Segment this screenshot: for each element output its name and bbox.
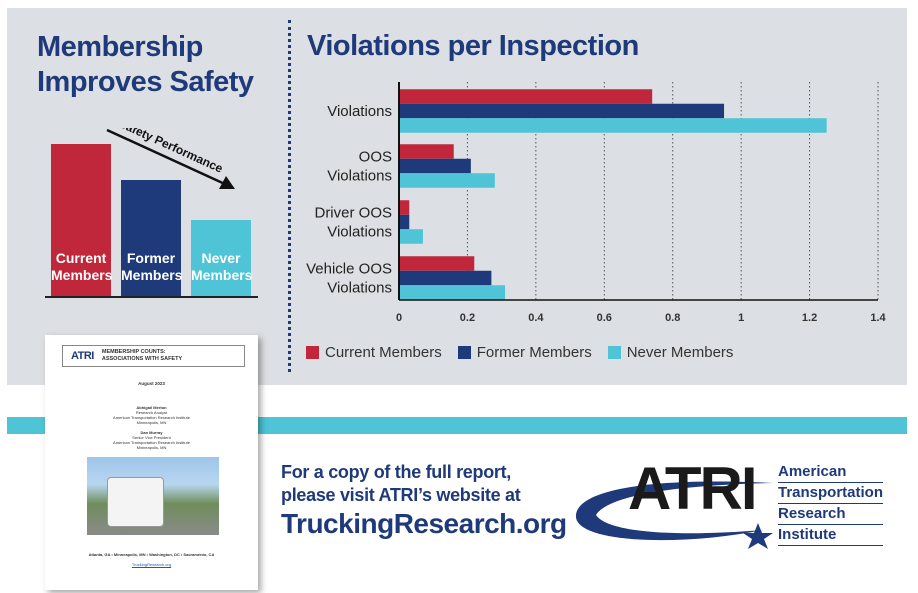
bar xyxy=(399,270,492,286)
report-cities: Atlanta, GA • Minneapolis, MN • Washingt… xyxy=(88,552,215,557)
dotted-divider xyxy=(288,20,291,372)
bar xyxy=(399,173,495,188)
x-tick-label: 1 xyxy=(738,312,744,324)
mini-chart-baseline xyxy=(45,296,258,298)
mini-bar-label-line1: Current xyxy=(55,250,107,266)
cta-line1: For a copy of the full report, xyxy=(281,462,512,482)
atri-wordmark: ATRI xyxy=(628,455,758,522)
atri-name-line1: American xyxy=(778,462,884,483)
report-truck-photo xyxy=(87,457,219,535)
category-label: Driver OOS xyxy=(314,205,392,222)
category-label: OOS xyxy=(359,149,392,166)
bar xyxy=(399,103,725,119)
legend-item-current: Current Members xyxy=(306,344,442,361)
bar xyxy=(399,200,410,215)
mini-bar-never: Never Members xyxy=(191,220,253,296)
left-title: Membership Improves Safety xyxy=(37,30,277,100)
category-label: Violations xyxy=(327,168,392,185)
safety-performance-arrow-icon: Safety Performance xyxy=(106,128,235,189)
cta-line2: please visit ATRI’s website at xyxy=(281,485,521,505)
atri-full-name: American Transportation Research Institu… xyxy=(778,462,884,546)
bar xyxy=(399,89,653,104)
bar xyxy=(399,158,471,174)
report-header: ATRI MEMBERSHIP COUNTS: ASSOCIATIONS WIT… xyxy=(62,345,245,367)
mini-bar-former: Former Members xyxy=(121,180,183,296)
legend-item-former: Former Members xyxy=(457,344,592,361)
x-tick-label: 0 xyxy=(396,312,402,324)
mini-bar-current: Current Members xyxy=(51,144,113,296)
left-title-line1: Membership xyxy=(37,31,203,63)
cta-url-link[interactable]: TruckingResearch.org xyxy=(281,508,567,539)
bar xyxy=(399,118,827,133)
report-atri-logo: ATRI xyxy=(71,350,94,362)
x-tick-label: 0.2 xyxy=(460,312,475,324)
legend-swatch-former xyxy=(457,346,471,359)
bar xyxy=(399,229,423,244)
report-author1-city: Minneapolis, MN xyxy=(136,420,167,425)
x-tick-label: 0.4 xyxy=(528,312,544,324)
category-label: Violations xyxy=(327,224,392,241)
report-author2-org: American Transportation Research Institu… xyxy=(113,440,190,445)
x-tick-label: 0.8 xyxy=(665,312,680,324)
report-author1-org: American Transportation Research Institu… xyxy=(113,415,190,420)
atri-name-line4: Institute xyxy=(778,525,884,546)
atri-name-line2: Transportation xyxy=(778,483,884,504)
category-label: Vehicle OOS xyxy=(306,261,392,278)
mini-bar-label-line1: Former xyxy=(126,250,176,266)
category-label: Violations xyxy=(327,280,392,297)
legend-swatch-current xyxy=(306,346,319,359)
report-date: August 2023 xyxy=(138,381,165,386)
bar xyxy=(399,285,506,300)
atri-swoosh-icon xyxy=(575,481,773,549)
left-title-line2: Improves Safety xyxy=(37,66,254,98)
category-label: Violations xyxy=(327,103,392,120)
violations-chart: 0 0.2 0.4 0.6 0.8 1 1.2 1.4 Violations OOS Violati… xyxy=(306,82,887,324)
mini-bar-label-line2: Members xyxy=(51,267,113,283)
report-author2-name: Dan Murray xyxy=(140,430,163,435)
legend-swatch-never xyxy=(607,346,621,359)
atri-star-icon xyxy=(743,523,773,549)
report-author2-city: Minneapolis, MN xyxy=(136,445,167,450)
report-title: MEMBERSHIP COUNTS: ASSOCIATIONS WITH SAF… xyxy=(101,349,183,362)
x-tick-label: 1.2 xyxy=(802,312,817,324)
chart-legend: Current Members Former Members Never Mem… xyxy=(306,344,733,361)
legend-label-never: Never Members xyxy=(626,344,734,361)
bar xyxy=(399,214,410,230)
call-to-action: For a copy of the full report, please vi… xyxy=(281,461,567,541)
legend-item-never: Never Members xyxy=(607,344,734,361)
mini-bar-label-line2: Members xyxy=(191,267,253,283)
x-tick-label: 0.6 xyxy=(597,312,612,324)
bar xyxy=(399,144,454,159)
chart-title: Violations per Inspection xyxy=(307,30,639,62)
bar xyxy=(399,256,475,271)
report-author1-name: Abhigail Merton xyxy=(136,405,167,410)
atri-name-line3: Research xyxy=(778,504,884,525)
mini-bar-label-line2: Members xyxy=(121,267,183,283)
truck-image xyxy=(107,477,164,527)
legend-label-current: Current Members xyxy=(325,344,442,361)
legend-label-former: Former Members xyxy=(476,344,592,361)
report-author2-role: Senior Vice President xyxy=(132,435,171,440)
report-link[interactable]: TruckingResearch.org xyxy=(131,562,172,567)
report-cover[interactable]: ATRI MEMBERSHIP COUNTS: ASSOCIATIONS WIT… xyxy=(45,335,258,590)
x-tick-label: 1.4 xyxy=(870,312,886,324)
mini-bar-label-line1: Never xyxy=(201,250,241,266)
report-author1-role: Research Analyst xyxy=(135,410,168,415)
atri-logo: ATRI American Transportation Research In… xyxy=(568,455,884,550)
